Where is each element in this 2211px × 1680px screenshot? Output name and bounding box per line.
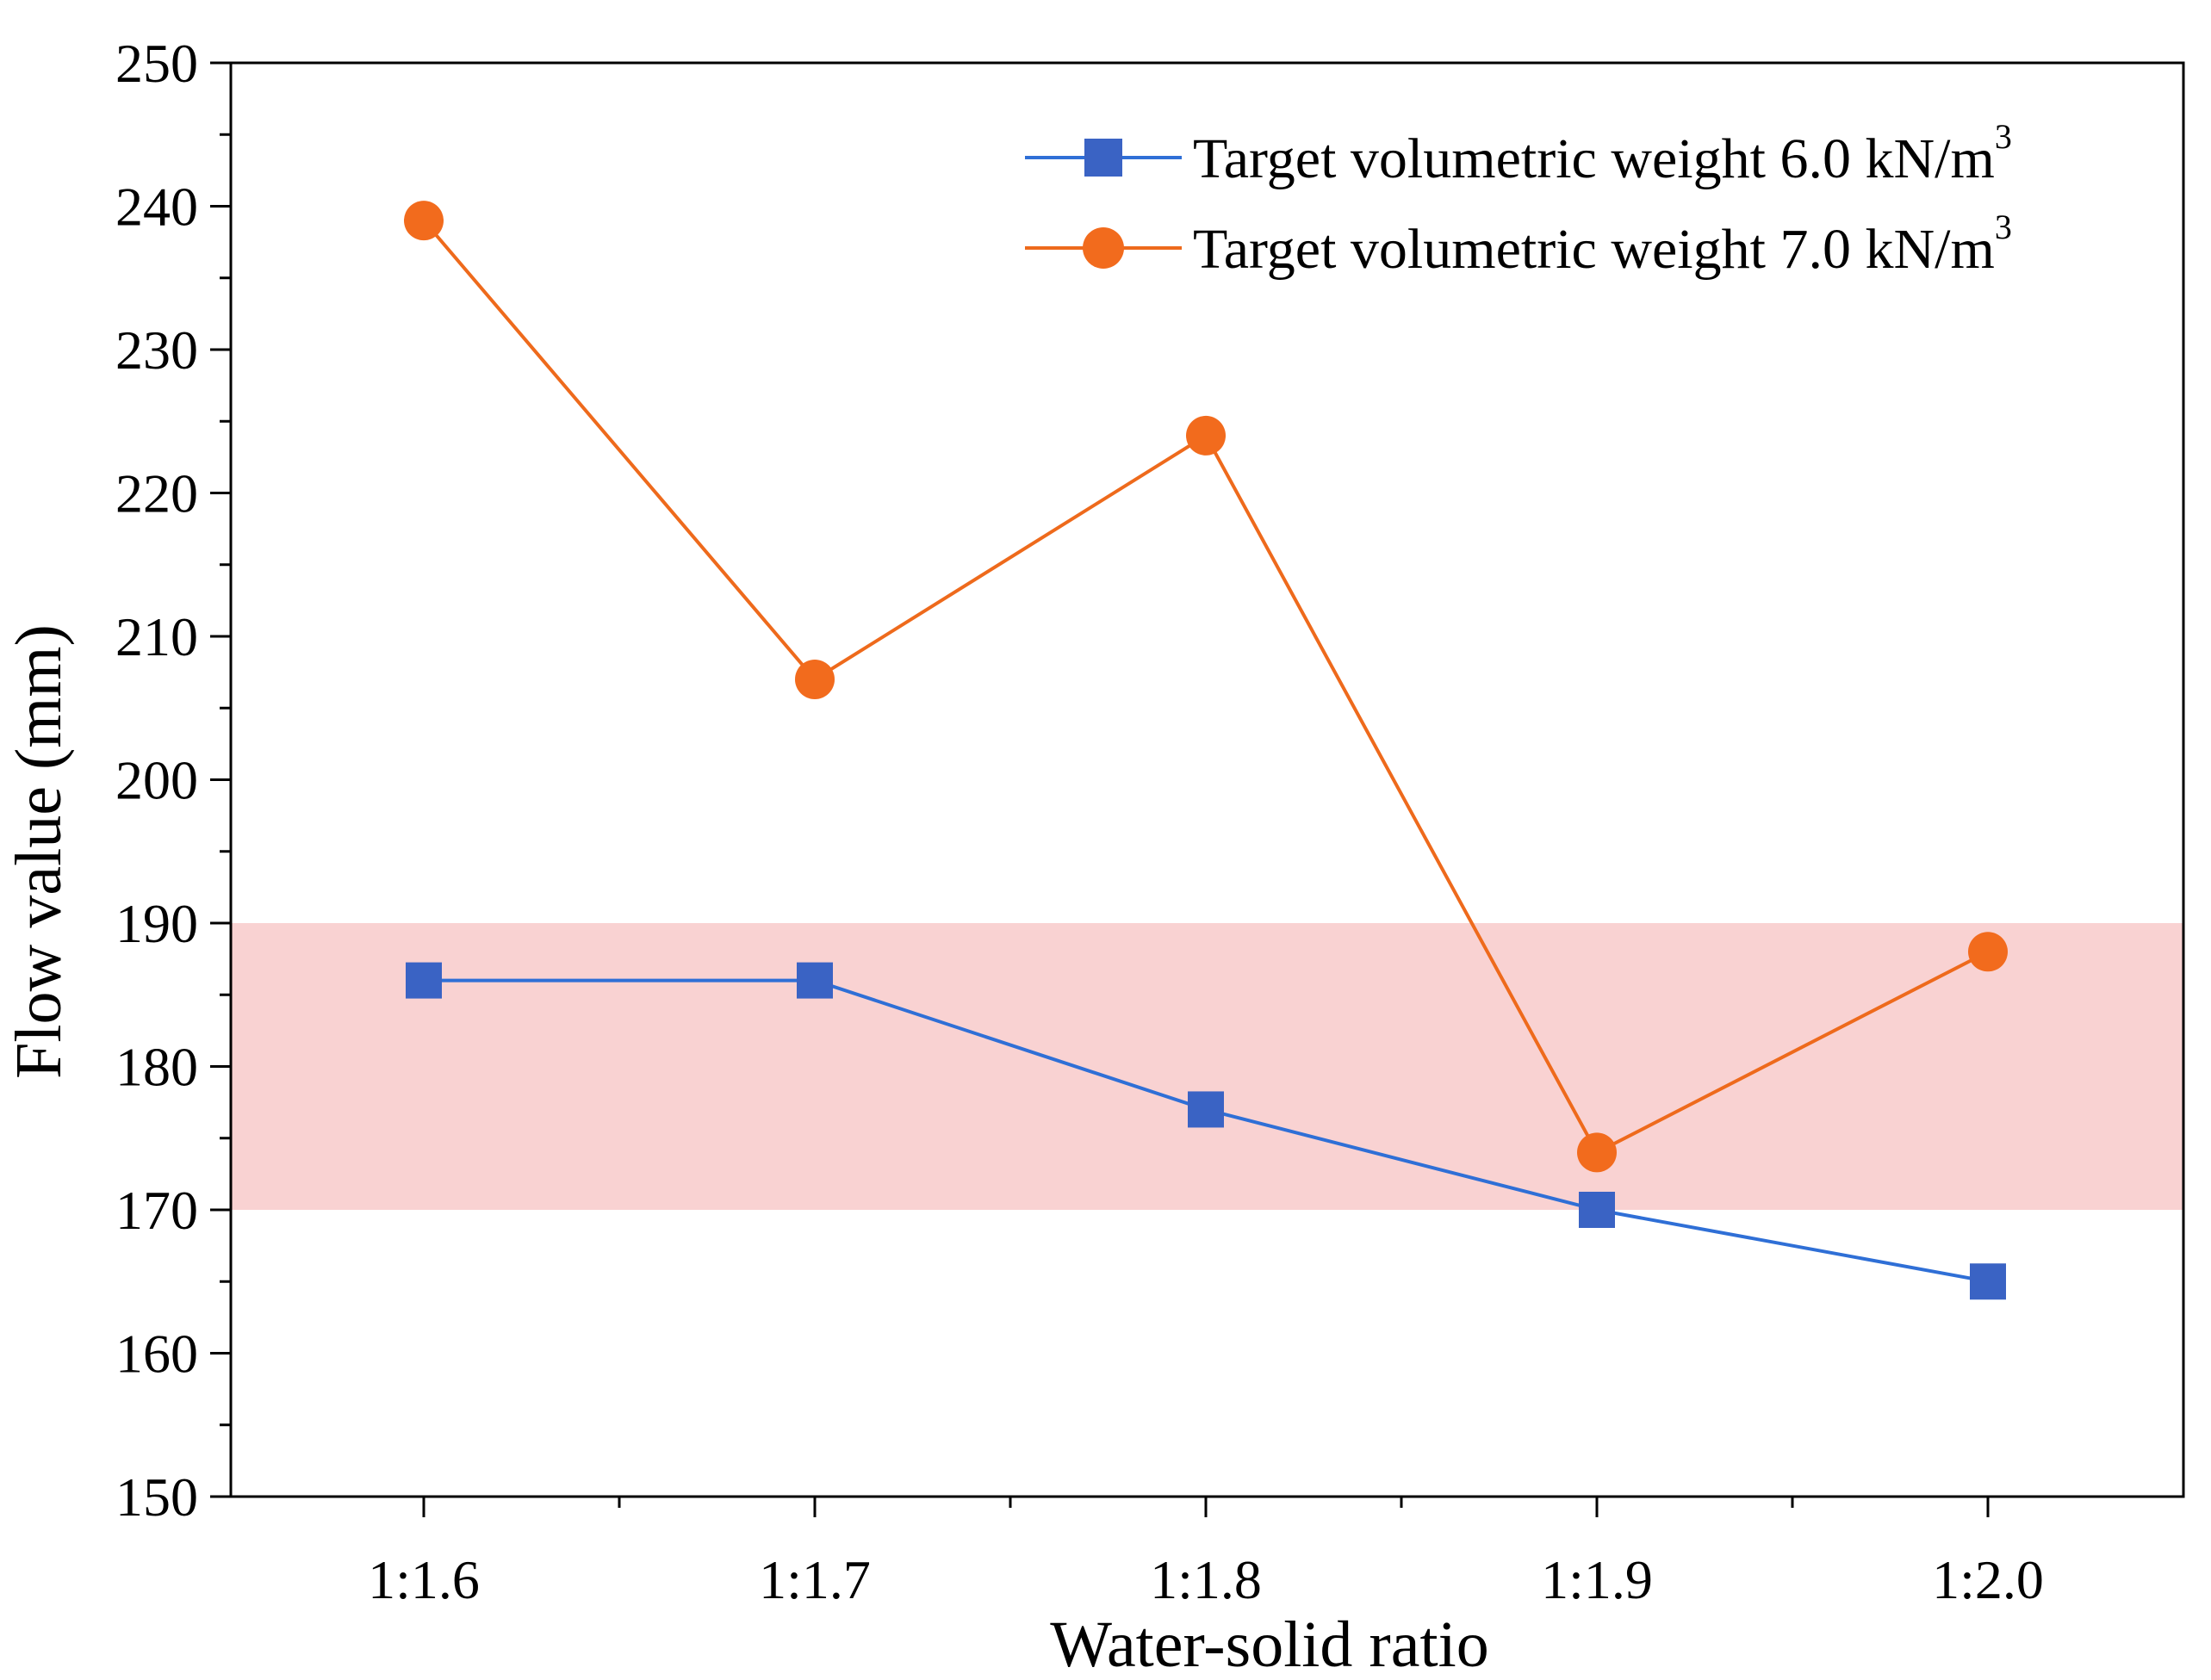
y-tick-label: 240 [115,177,198,238]
highlight-band [231,923,2183,1210]
x-tick-labels: 1:1.6 1:1.7 1:1.8 1:1.9 1:2.0 [368,1549,2044,1610]
y-tick-labels: 150 160 170 180 190 200 210 220 230 240 250 [115,33,198,1528]
y-tick-label: 220 [115,463,198,524]
legend-item-6kn[interactable]: Target volumetric weight 6.0 kN/m3 [1025,117,2012,190]
y-axis-title: Flow value (mm) [3,624,75,1079]
data-point-7kn[interactable] [1968,932,2008,972]
data-point-6kn[interactable] [1579,1192,1615,1228]
data-point-7kn[interactable] [795,659,835,699]
y-tick-label: 190 [115,893,198,954]
data-point-7kn[interactable] [1186,415,1226,456]
y-tick-label: 150 [115,1466,198,1528]
x-tick-label: 1:1.6 [368,1549,480,1610]
legend-label-7kn-sup: 3 [1995,208,2012,246]
series-markers [404,201,2008,1300]
x-tick-label: 1:2.0 [1932,1549,2044,1610]
y-tick-label: 250 [115,33,198,94]
data-point-6kn[interactable] [1188,1091,1224,1128]
y-tick-label: 200 [115,750,198,811]
legend-label-6kn: Target volumetric weight 6.0 kN/m3 [1193,117,2012,190]
y-tick-label: 160 [115,1324,198,1385]
y-tick-label: 170 [115,1180,198,1241]
data-point-6kn[interactable] [406,962,442,999]
data-point-7kn[interactable] [1577,1132,1617,1173]
legend-item-7kn[interactable]: Target volumetric weight 7.0 kN/m3 [1025,208,2012,281]
y-tick-label: 180 [115,1037,198,1098]
x-tick-label: 1:1.8 [1150,1549,1262,1610]
x-tick-label: 1:1.9 [1541,1549,1653,1610]
legend-label-7kn: Target volumetric weight 7.0 kN/m3 [1193,208,2012,281]
legend-label-6kn-sup: 3 [1995,117,2012,156]
data-point-7kn[interactable] [404,201,444,241]
data-point-6kn[interactable] [1970,1263,2006,1300]
x-axis-title: Water-solid ratio [1050,1609,1488,1680]
y-tick-label: 210 [115,606,198,667]
data-point-6kn[interactable] [797,962,833,999]
legend-marker-7kn [1083,227,1124,269]
legend-label-6kn-text: Target volumetric weight 6.0 kN/m [1193,127,1995,190]
y-tick-label: 230 [115,319,198,381]
legend-label-7kn-text: Target volumetric weight 7.0 kN/m [1193,218,1995,281]
legend-marker-6kn [1084,139,1122,177]
tick-marks [210,61,1990,1517]
legend[interactable]: Target volumetric weight 6.0 kN/m3 Targe… [1025,117,2012,281]
x-tick-label: 1:1.7 [759,1549,871,1610]
